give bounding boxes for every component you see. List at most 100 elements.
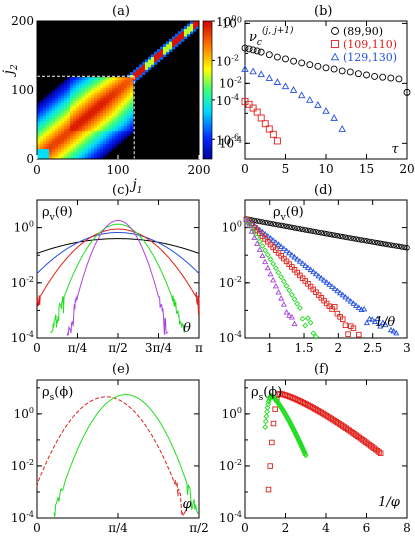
heatmap-cell — [49, 128, 53, 132]
heatmap-cell — [175, 44, 179, 47]
heatmap-cell — [106, 82, 110, 86]
heatmap-cell — [133, 72, 137, 75]
heatmap-cell — [58, 148, 62, 152]
heatmap-cell — [64, 151, 68, 155]
data-point — [243, 216, 250, 222]
heatmap-cell — [115, 143, 119, 147]
heatmap-cell — [85, 123, 89, 127]
heatmap-cell — [61, 125, 65, 129]
heatmap-cell — [67, 130, 71, 134]
data-point — [376, 449, 382, 455]
x-tick-label: 8 — [403, 521, 411, 535]
data-point — [245, 100, 253, 108]
heatmap-cell — [121, 125, 125, 129]
heatmap-cell — [82, 110, 86, 114]
heatmap-cell — [106, 105, 110, 109]
heatmap-cell — [37, 141, 41, 144]
heatmap-cell — [118, 115, 122, 119]
heatmap-cell — [121, 84, 125, 88]
heatmap-cell — [130, 79, 134, 83]
heatmap-cell — [79, 84, 83, 88]
heatmap-cell — [94, 110, 98, 114]
data-point — [382, 321, 389, 328]
heatmap-cell — [124, 84, 128, 88]
heatmap-cell — [100, 143, 104, 147]
x-tick-label: 2.5 — [363, 341, 382, 355]
heatmap-cell — [70, 92, 74, 96]
heatmap-cell — [61, 130, 65, 134]
heatmap-cell — [91, 123, 95, 127]
data-point — [249, 67, 257, 75]
heatmap-cell — [94, 97, 98, 101]
heatmap-cell — [184, 33, 188, 37]
data-point — [296, 258, 303, 264]
heatmap-cell — [76, 156, 80, 160]
heatmap-cell — [82, 153, 86, 157]
heatmap-cell — [73, 115, 77, 119]
y-tick-label: 10-4 — [11, 330, 34, 345]
heatmap-cell — [154, 56, 158, 60]
heatmap-cell — [175, 38, 179, 42]
data-point — [379, 319, 386, 325]
heatmap-cell — [103, 143, 107, 147]
data-point — [298, 443, 305, 450]
heatmap-cell — [64, 123, 68, 127]
heatmap-cell — [169, 44, 173, 47]
heatmap-cell — [76, 125, 80, 129]
heatmap-cell — [91, 82, 95, 86]
heatmap-cell — [67, 77, 71, 81]
heatmap-cell — [106, 118, 110, 121]
heatmap-cell — [136, 67, 140, 70]
heatmap-cell — [43, 113, 47, 116]
heatmap-cell — [79, 79, 83, 83]
heatmap-cell — [91, 120, 95, 124]
heatmap-cell — [124, 125, 128, 129]
heatmap-cell — [40, 138, 44, 142]
heatmap-cell — [94, 107, 98, 111]
data-point — [310, 228, 317, 235]
heatmap-cell — [88, 82, 92, 86]
x-axis-label: τ — [391, 142, 399, 157]
heatmap-cell — [109, 146, 113, 150]
heatmap-cell — [100, 153, 104, 157]
data-point — [331, 304, 338, 310]
heatmap-cell — [151, 64, 155, 68]
heatmap-cell — [112, 92, 116, 96]
data-point — [273, 137, 281, 145]
heatmap-cell — [49, 151, 53, 155]
heatmap-cell — [70, 97, 74, 101]
heatmap-cell — [52, 107, 56, 111]
data-point — [296, 438, 303, 445]
heatmap-cell — [70, 115, 74, 119]
data-point — [387, 74, 395, 82]
data-point — [275, 269, 282, 276]
heatmap-cell — [76, 130, 80, 134]
heatmap-cell — [76, 102, 80, 106]
heatmap-cell — [106, 136, 110, 139]
heatmap-cell — [184, 36, 188, 40]
heatmap-cell — [61, 156, 65, 160]
heatmap-cell — [64, 113, 68, 116]
heatmap-cell — [118, 84, 122, 88]
heatmap-cell — [130, 123, 134, 127]
heatmap-cell — [46, 123, 50, 127]
heatmap-cell — [115, 118, 119, 121]
heatmap-cell — [91, 156, 95, 160]
heatmap-cell — [79, 95, 83, 98]
heatmap-cell — [124, 107, 128, 111]
data-point — [280, 301, 287, 307]
heatmap-cell — [94, 113, 98, 116]
heatmap-cell — [79, 82, 83, 86]
heatmap-cell — [100, 156, 104, 160]
heatmap-cell — [94, 95, 98, 98]
heatmap-cell — [79, 156, 83, 160]
heatmap-cell — [100, 79, 104, 83]
data-point — [329, 232, 335, 238]
heatmap-cell — [82, 118, 86, 121]
heatmap-cell — [94, 156, 98, 160]
heatmap-cell — [43, 97, 47, 101]
data-point — [302, 262, 309, 268]
heatmap-cell — [109, 148, 113, 152]
heatmap-cell — [91, 115, 95, 119]
heatmap-cell — [70, 125, 74, 129]
